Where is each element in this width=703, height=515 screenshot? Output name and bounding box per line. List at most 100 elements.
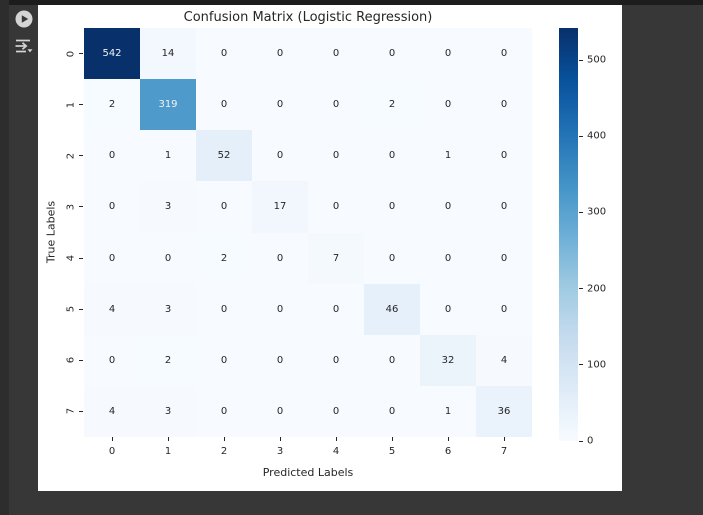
heatmap-cell: 0 xyxy=(476,181,532,233)
colorbar-tick-label: 200 xyxy=(587,283,607,295)
y-tick-label: 0 xyxy=(65,50,77,57)
run-below-icon xyxy=(13,39,35,59)
x-tick-mark xyxy=(447,437,449,441)
colorbar-tick-label: 500 xyxy=(587,54,607,66)
heatmap-cell: 4 xyxy=(84,283,140,335)
heatmap-cell: 0 xyxy=(308,385,364,437)
heatmap-cell: 0 xyxy=(252,385,308,437)
y-tick-label: 6 xyxy=(65,357,77,364)
heatmap-cell: 0 xyxy=(84,181,140,233)
colorbar-tick-mark xyxy=(579,135,583,137)
heatmap-cell: 0 xyxy=(252,130,308,182)
heatmap-cell: 0 xyxy=(476,79,532,131)
heatmap-cell: 2 xyxy=(84,79,140,131)
y-tick-mark xyxy=(79,359,83,361)
x-tick-mark xyxy=(167,437,169,441)
chart-title: Confusion Matrix (Logistic Regression) xyxy=(183,10,433,25)
x-tick-label: 5 xyxy=(388,446,396,457)
colorbar-tick-mark xyxy=(579,59,583,61)
x-tick-label: 0 xyxy=(108,446,116,457)
heatmap-cell: 0 xyxy=(476,130,532,182)
x-tick-mark xyxy=(391,437,393,441)
heatmap-cell: 4 xyxy=(84,385,140,437)
heatmap-cell: 52 xyxy=(196,130,252,182)
heatmap-cell: 0 xyxy=(252,283,308,335)
y-tick-mark xyxy=(79,410,83,412)
y-tick-label: 4 xyxy=(65,254,77,262)
colorbar-tick-mark xyxy=(579,364,583,366)
heatmap-cell: 0 xyxy=(308,181,364,233)
heatmap-cell: 7 xyxy=(308,232,364,284)
x-tick-mark xyxy=(503,437,505,441)
heatmap-cell: 0 xyxy=(420,283,476,335)
x-tick-label: 6 xyxy=(444,446,452,457)
colorbar-tick-label: 400 xyxy=(587,130,607,142)
heatmap-cell: 0 xyxy=(476,283,532,335)
x-tick-mark xyxy=(111,437,113,441)
heatmap-cell: 0 xyxy=(420,181,476,233)
heatmap-cell: 542 xyxy=(84,28,140,80)
heatmap-cell: 0 xyxy=(308,283,364,335)
y-axis-label: True Labels xyxy=(44,200,58,264)
x-axis-label: Predicted Labels xyxy=(262,466,354,479)
heatmap-cell: 1 xyxy=(420,130,476,182)
heatmap-cell: 4 xyxy=(476,334,532,386)
heatmap-cell: 2 xyxy=(196,232,252,284)
heatmap-cell: 3 xyxy=(140,283,196,335)
run-below-button[interactable] xyxy=(13,37,35,56)
heatmap-cell: 46 xyxy=(364,283,420,335)
y-tick-label: 1 xyxy=(65,101,77,108)
heatmap-cell: 0 xyxy=(364,385,420,437)
y-tick-mark xyxy=(79,155,83,157)
y-tick-mark xyxy=(79,53,83,55)
x-tick-label: 3 xyxy=(276,446,284,457)
editor-left-edge xyxy=(0,0,9,515)
heatmap-cell: 36 xyxy=(476,385,532,437)
heatmap-cell: 0 xyxy=(308,28,364,80)
heatmap-cell: 2 xyxy=(140,334,196,386)
heatmap-cell: 0 xyxy=(364,28,420,80)
heatmap-cell: 0 xyxy=(196,79,252,131)
y-tick-label: 3 xyxy=(65,203,77,211)
colorbar-tick-label: 0 xyxy=(587,435,594,447)
confusion-matrix-heatmap: 542 14 0 0 0 0 0 0 2 319 0 0 0 2 0 0 0 1 52 0 0 0 1 0 0 3 0 17 0 0 0 0 0… xyxy=(84,28,532,437)
heatmap-cell: 0 xyxy=(364,130,420,182)
y-tick-mark xyxy=(79,206,83,208)
heatmap-cell: 319 xyxy=(140,79,196,131)
heatmap-cell: 1 xyxy=(140,130,196,182)
heatmap-cell: 0 xyxy=(84,334,140,386)
x-tick-label: 1 xyxy=(164,446,172,457)
heatmap-cell: 0 xyxy=(196,28,252,80)
y-tick-label: 7 xyxy=(65,408,77,415)
heatmap-cell: 0 xyxy=(364,334,420,386)
heatmap-cell: 0 xyxy=(196,385,252,437)
heatmap-cell: 0 xyxy=(308,79,364,131)
heatmap-cell: 0 xyxy=(252,28,308,80)
x-tick-label: 4 xyxy=(332,446,340,457)
heatmap-cell: 32 xyxy=(420,334,476,386)
heatmap-cell: 0 xyxy=(196,283,252,335)
heatmap-cell: 14 xyxy=(140,28,196,80)
x-tick-mark xyxy=(279,437,281,441)
heatmap-cell: 0 xyxy=(308,334,364,386)
y-tick-mark xyxy=(79,257,83,259)
colorbar-tick-mark xyxy=(579,211,583,213)
y-tick-mark xyxy=(79,104,83,106)
heatmap-cell: 0 xyxy=(420,232,476,284)
heatmap-cell: 0 xyxy=(420,79,476,131)
heatmap-cell: 0 xyxy=(140,232,196,284)
colorbar-tick-mark xyxy=(579,288,583,290)
heatmap-cell: 17 xyxy=(252,181,308,233)
y-tick-label: 5 xyxy=(65,306,77,313)
heatmap-cell: 1 xyxy=(420,385,476,437)
x-tick-label: 7 xyxy=(500,446,508,457)
x-tick-mark xyxy=(335,437,337,441)
heatmap-cell: 0 xyxy=(84,232,140,284)
play-circle-icon xyxy=(14,10,34,32)
colorbar-tick-label: 100 xyxy=(587,359,607,371)
x-tick-label: 2 xyxy=(220,446,228,457)
heatmap-cell: 0 xyxy=(420,28,476,80)
run-cell-button[interactable] xyxy=(14,9,34,29)
heatmap-cell: 0 xyxy=(84,130,140,182)
colorbar xyxy=(559,28,578,441)
